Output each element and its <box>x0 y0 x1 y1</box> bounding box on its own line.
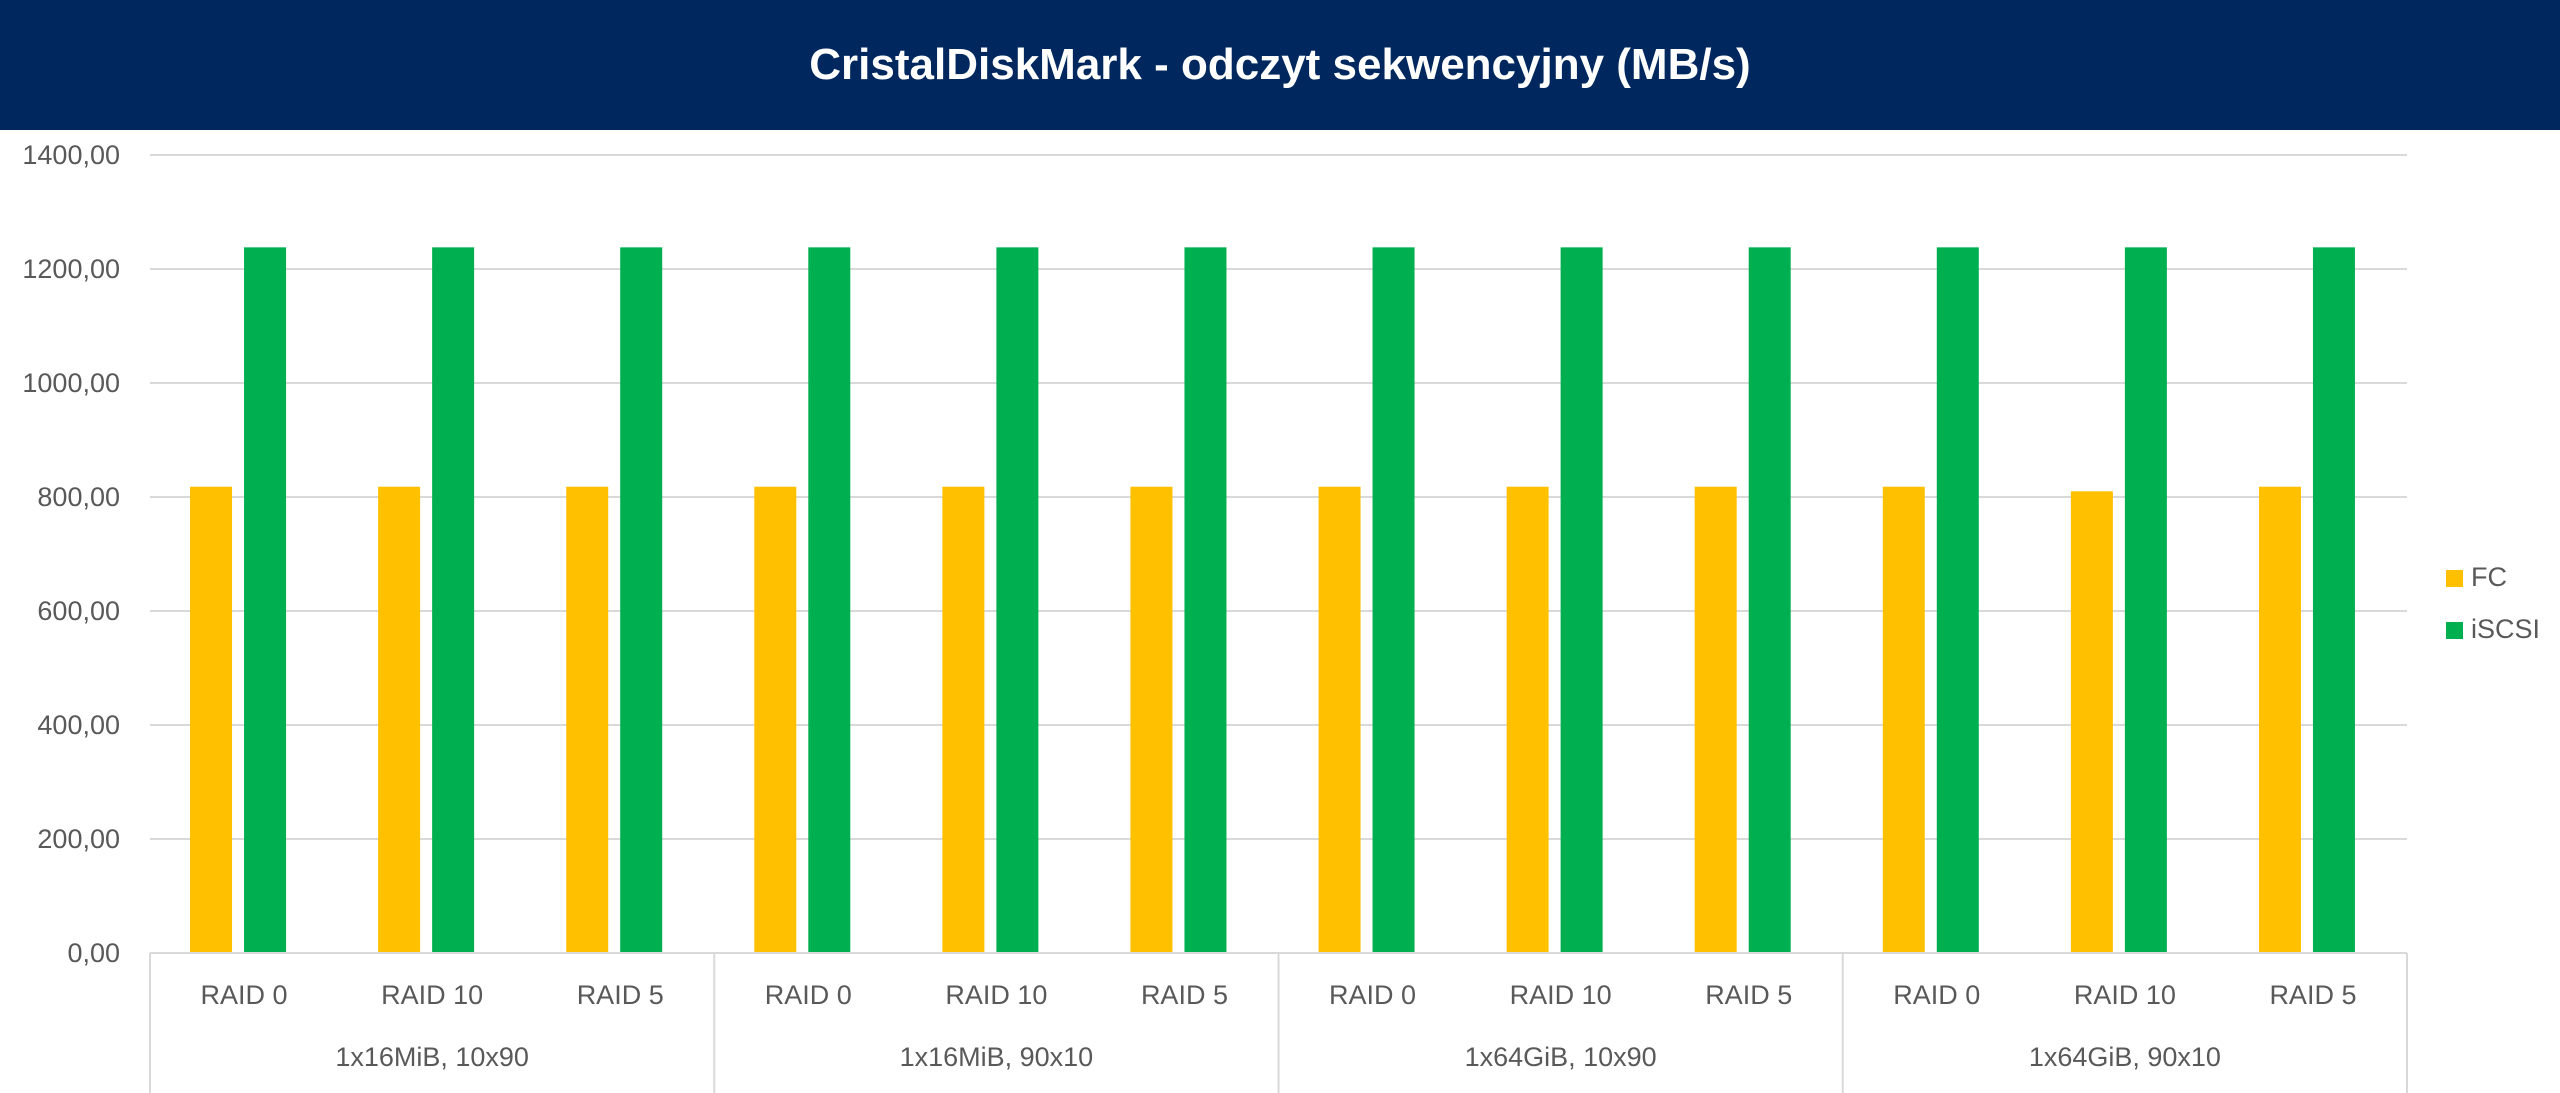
bar-iscsi <box>2124 247 2167 954</box>
x-tick-label: RAID 10 <box>2074 980 2176 1010</box>
bar-fc <box>942 486 985 953</box>
y-tick-label: 1400,00 <box>22 140 120 170</box>
bar-fc <box>1882 486 1925 953</box>
x-tick-label: RAID 0 <box>1329 980 1416 1010</box>
bar-iscsi <box>1372 247 1415 954</box>
bar-iscsi <box>808 247 851 954</box>
bar-fc <box>566 486 609 953</box>
x-tick-label: RAID 10 <box>945 980 1047 1010</box>
y-tick-label: 600,00 <box>37 596 120 626</box>
x-tick-label: RAID 5 <box>2269 980 2356 1010</box>
y-tick-label: 0,00 <box>67 938 120 968</box>
x-tick-label: RAID 0 <box>201 980 288 1010</box>
y-tick-label: 1200,00 <box>22 254 120 284</box>
bar-fc <box>1318 486 1361 953</box>
group-label: 1x64GiB, 10x90 <box>1465 1042 1657 1072</box>
x-tick-label: RAID 10 <box>1510 980 1612 1010</box>
y-tick-label: 200,00 <box>37 824 120 854</box>
group-label: 1x16MiB, 10x90 <box>335 1042 529 1072</box>
legend-swatch-iscsi <box>2446 622 2463 639</box>
group-label: 1x16MiB, 90x10 <box>900 1042 1094 1072</box>
bar-iscsi <box>1184 247 1227 954</box>
group-label: 1x64GiB, 90x10 <box>2029 1042 2221 1072</box>
bar-iscsi <box>1936 247 1979 954</box>
x-tick-label: RAID 5 <box>1141 980 1228 1010</box>
bar-fc <box>754 486 797 953</box>
bar-fc <box>2070 491 2113 953</box>
bar-iscsi <box>1748 247 1791 954</box>
y-tick-label: 400,00 <box>37 710 120 740</box>
bar-iscsi <box>996 247 1039 954</box>
legend-label-fc: FC <box>2471 562 2507 592</box>
chart-title: CristalDiskMark - odczyt sekwencyjny (MB… <box>809 40 1751 89</box>
bar-iscsi <box>244 247 287 954</box>
x-tick-label: RAID 0 <box>765 980 852 1010</box>
bar-iscsi <box>620 247 663 954</box>
y-tick-label: 800,00 <box>37 482 120 512</box>
legend-label-iscsi: iSCSI <box>2471 614 2540 644</box>
bar-fc <box>1694 486 1737 953</box>
y-tick-label: 1000,00 <box>22 368 120 398</box>
x-tick-label: RAID 10 <box>381 980 483 1010</box>
bar-iscsi <box>1560 247 1603 954</box>
bar-fc <box>1506 486 1549 953</box>
legend-swatch-fc <box>2446 570 2463 587</box>
x-tick-label: RAID 5 <box>1705 980 1792 1010</box>
chart-title-bar: CristalDiskMark - odczyt sekwencyjny (MB… <box>0 0 2560 130</box>
x-tick-label: RAID 0 <box>1893 980 1980 1010</box>
bar-fc <box>190 486 233 953</box>
bar-iscsi <box>432 247 475 954</box>
bar-fc <box>2258 486 2301 953</box>
bar-iscsi <box>2312 247 2355 954</box>
bar-fc <box>378 486 421 953</box>
bar-fc <box>1130 486 1173 953</box>
x-tick-label: RAID 5 <box>577 980 664 1010</box>
